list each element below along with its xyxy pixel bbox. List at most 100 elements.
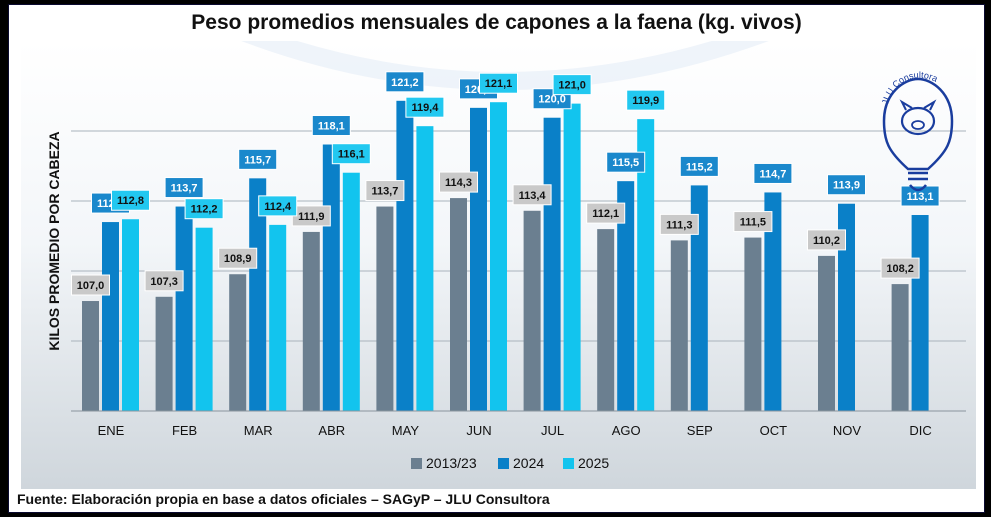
data-label-2013/23-ABR: 111,9 (291, 205, 331, 227)
legend-item-2013/23: 2013/23 (411, 455, 477, 471)
logo: JLU Consultora (880, 70, 954, 192)
data-label-box (331, 143, 371, 165)
data-label-text: 121,1 (485, 78, 513, 90)
pig-ears-icon (899, 99, 937, 111)
bar-2024-DIC (911, 215, 929, 411)
data-label-2025-JUL: 121,0 (552, 74, 592, 96)
bar-2013/23-JUN (450, 198, 467, 411)
bar-2013/23-NOV (818, 255, 835, 411)
data-label-2024-ABR: 118,1 (311, 115, 351, 137)
bar-2025-FEB (195, 227, 213, 411)
bar-2025-AGO (637, 119, 655, 411)
legend-label: 2013/23 (426, 455, 477, 471)
x-tick-label: ABR (318, 423, 345, 438)
data-label-box (753, 162, 793, 184)
x-tick-label: NOV (833, 423, 862, 438)
legend-item-2025: 2025 (563, 455, 609, 471)
data-label-2013/23-NOV: 110,2 (807, 229, 846, 251)
data-label-box (659, 213, 699, 235)
data-label-text: 115,7 (244, 154, 271, 166)
data-label-text: 110,2 (813, 235, 840, 247)
data-label-text: 114,7 (759, 168, 786, 180)
bar-2013/23-ABR (302, 231, 320, 411)
data-label-box (218, 247, 258, 269)
bar-2024-ENE (102, 222, 119, 411)
data-label-text: 121,2 (391, 77, 419, 89)
x-tick-label: MAR (244, 423, 273, 438)
data-label-2025-MAR: 112,4 (258, 195, 298, 217)
bar-2025-JUL (563, 103, 581, 411)
legend-swatch (498, 458, 509, 469)
bar-2024-SEP (690, 185, 708, 411)
data-label-box (807, 229, 846, 251)
data-label-box (439, 171, 478, 193)
data-label-2024-NOV: 113,9 (827, 174, 866, 196)
data-label-2025-AGO: 119,9 (626, 89, 666, 111)
data-label-2013/23-MAR: 108,9 (218, 247, 258, 269)
chart-frame: Peso promedios mensuales de capones a la… (8, 4, 985, 513)
data-label-text: 113,7 (171, 183, 198, 195)
bar-2013/23-DIC (891, 284, 909, 411)
data-label-box (586, 202, 626, 224)
x-tick-label: ENE (98, 423, 125, 438)
bar-2025-MAY (416, 126, 434, 412)
source-note: Fuente: Elaboración propia en base a dat… (17, 491, 550, 507)
bar-2024-JUL (543, 117, 561, 411)
data-label-box (827, 174, 866, 196)
bulb-base-icon (908, 171, 928, 192)
data-label-2024-MAY: 121,2 (385, 71, 425, 93)
bar-2024-MAY (396, 100, 414, 412)
data-label-text: 116,1 (338, 149, 365, 161)
data-label-2024-AGO: 115,5 (606, 151, 646, 173)
data-label-text: 107,3 (150, 276, 178, 288)
bar-2025-ENE (122, 219, 139, 411)
data-label-2024-OCT: 114,7 (753, 162, 793, 184)
data-label-text: 119,9 (632, 95, 659, 107)
pig-snout-icon (911, 120, 925, 130)
data-label-box (552, 74, 592, 96)
data-label-text: 113,9 (833, 180, 860, 192)
x-tick-label: JUL (541, 423, 564, 438)
data-label-box (512, 184, 552, 206)
data-label-box (144, 270, 184, 292)
y-axis-title: KILOS PROMEDIO POR CABEZA (46, 131, 62, 350)
legend-item-2024: 2024 (498, 455, 544, 471)
data-label-box (385, 71, 425, 93)
data-label-text: 113,7 (371, 186, 398, 198)
data-label-2025-MAY: 119,4 (405, 96, 445, 118)
data-label-box (238, 148, 278, 170)
data-label-2013/23-FEB: 107,3 (144, 270, 184, 292)
bar-2025-ABR (342, 172, 360, 411)
bar-chart: KILOS PROMEDIO POR CABEZA 107,0 107,3 108,9… (46, 41, 966, 471)
data-label-text: 112,4 (264, 201, 292, 213)
data-label-box (679, 155, 719, 177)
bar-2013/23-FEB (155, 296, 173, 411)
data-label-2024-DIC: 113,1 (900, 185, 940, 207)
x-tick-label: AGO (612, 423, 641, 438)
data-label-box (111, 189, 150, 211)
data-label-box (311, 115, 351, 137)
data-label-text: 112,8 (117, 195, 144, 207)
chart-title: Peso promedios mensuales de capones a la… (191, 11, 802, 34)
x-tick-label: SEP (687, 423, 713, 438)
data-label-box (606, 151, 646, 173)
data-label-box (479, 72, 518, 94)
bar-2024-OCT (764, 192, 782, 411)
x-tick-label: JUN (466, 423, 491, 438)
data-label-box (71, 274, 110, 296)
data-label-box (733, 211, 773, 233)
data-label-2013/23-AGO: 112,1 (586, 202, 626, 224)
data-label-2013/23-MAY: 113,7 (365, 180, 405, 202)
legend-label: 2025 (578, 455, 609, 471)
data-label-2013/23-ENE: 107,0 (71, 274, 110, 296)
data-label-2013/23-JUL: 113,4 (512, 184, 552, 206)
data-label-2025-JUN: 121,1 (479, 72, 518, 94)
data-label-box (880, 257, 920, 279)
legend-swatch (563, 458, 574, 469)
bar-2013/23-JUL (523, 210, 541, 411)
data-label-text: 111,9 (298, 211, 324, 223)
data-label-2013/23-DIC: 108,2 (880, 257, 920, 279)
data-label-2013/23-SEP: 111,3 (659, 213, 699, 235)
data-label-text: 114,3 (445, 177, 472, 189)
bar-2024-AGO (617, 181, 635, 411)
